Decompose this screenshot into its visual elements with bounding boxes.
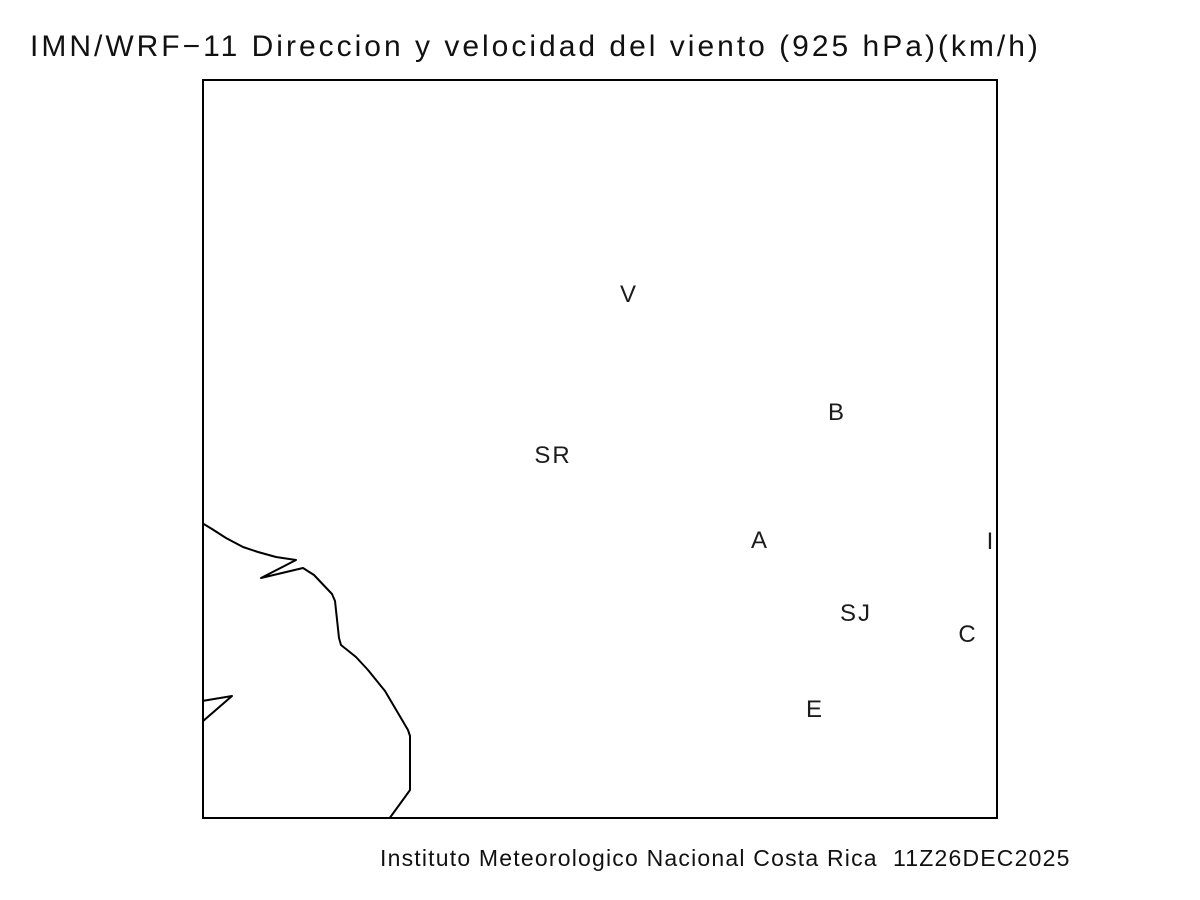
station-label-a: A bbox=[750, 527, 770, 554]
station-label-v: V bbox=[619, 281, 639, 308]
station-label-b: B bbox=[827, 399, 847, 426]
coastline-path bbox=[202, 522, 411, 819]
map-svg bbox=[202, 79, 998, 819]
peninsula-path bbox=[202, 695, 233, 723]
station-label-sj: SJ bbox=[839, 600, 873, 627]
attribution-text: Instituto Meteorologico Nacional Costa R… bbox=[380, 845, 1071, 871]
station-label-i: I bbox=[986, 528, 996, 555]
station-label-sr: SR bbox=[534, 442, 572, 469]
plot-title: IMN/WRF−11 Direccion y velocidad del vie… bbox=[30, 30, 1041, 63]
coastline-group bbox=[202, 522, 411, 819]
map-frame: V B SR A I SJ C E bbox=[202, 79, 998, 819]
station-label-c: C bbox=[958, 621, 978, 648]
map-border bbox=[202, 79, 998, 819]
station-label-e: E bbox=[805, 696, 825, 723]
